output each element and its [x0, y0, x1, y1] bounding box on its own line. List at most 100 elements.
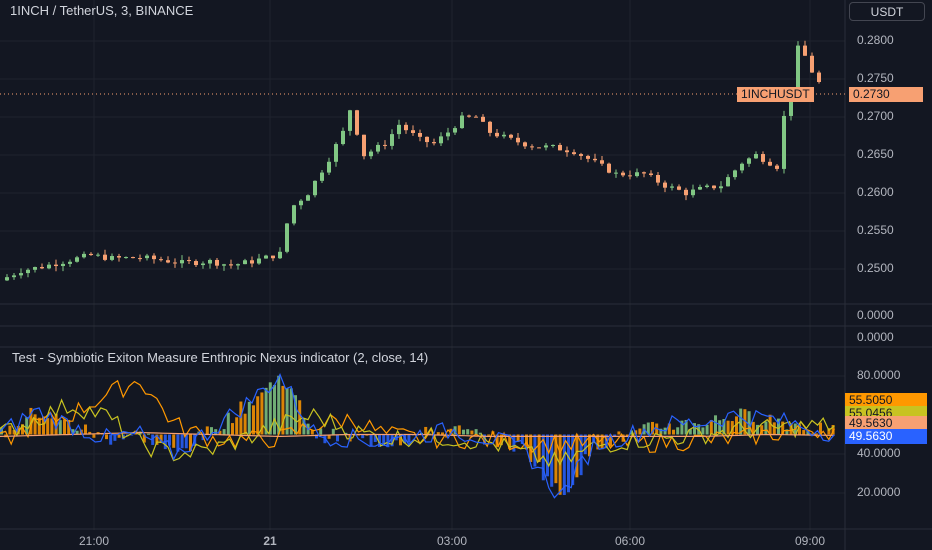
candle-body: [222, 264, 226, 266]
candle-body: [299, 200, 303, 206]
histogram-bar: [58, 420, 62, 435]
histogram-bar: [0, 427, 3, 435]
candle-body: [166, 260, 170, 263]
histogram-bar: [180, 434, 184, 449]
histogram-bar: [617, 431, 621, 435]
histogram-bar: [205, 426, 209, 435]
histogram-bar: [109, 434, 113, 445]
candle-body: [796, 45, 800, 89]
histogram-bar: [424, 426, 428, 435]
histogram-bar: [399, 434, 402, 446]
histogram-bar: [298, 400, 302, 435]
histogram-bar: [747, 411, 751, 435]
histogram-bar: [453, 426, 457, 435]
candle-body: [285, 223, 289, 252]
histogram-bar: [386, 434, 390, 448]
candle-body: [208, 259, 212, 264]
candle-body: [775, 165, 779, 169]
candle-body: [341, 130, 345, 145]
indicator-value-tag-salmon: 49.5630: [845, 416, 927, 431]
candle-body: [369, 151, 373, 157]
candle-body: [768, 161, 772, 166]
histogram-bar: [554, 434, 558, 484]
histogram-bar: [336, 434, 339, 442]
histogram-bar: [88, 431, 92, 435]
histogram-bar: [289, 388, 293, 435]
histogram-bar: [184, 434, 188, 449]
price-axis-label: 0.2500: [857, 261, 894, 275]
histogram-bar: [831, 425, 835, 435]
histogram-bar: [155, 434, 159, 445]
indicator-value-tag-orange: 55.5050: [845, 393, 927, 408]
histogram-bar: [117, 434, 121, 438]
currency-button[interactable]: USDT: [849, 2, 925, 21]
histogram-bar: [159, 434, 163, 443]
candle-body: [404, 124, 408, 131]
candle-body: [754, 154, 758, 159]
histogram-bar: [33, 414, 37, 435]
histogram-bar: [42, 416, 45, 435]
candle-body: [712, 185, 716, 189]
candle-body: [292, 205, 296, 224]
histogram-bar: [777, 418, 780, 435]
candle-body: [376, 144, 380, 152]
candle-body: [677, 186, 681, 190]
price-axis-label: 0.2550: [857, 223, 894, 237]
candle-body: [124, 257, 128, 259]
candle-body: [103, 254, 107, 260]
histogram-bar: [147, 433, 150, 435]
histogram-bar: [680, 420, 684, 435]
histogram-bar: [819, 422, 822, 435]
histogram-bar: [315, 434, 318, 439]
price-axis-label: 0.2650: [857, 147, 894, 161]
histogram-bar: [25, 417, 29, 435]
candle-body: [334, 144, 338, 162]
histogram-bar: [361, 434, 365, 439]
histogram-bar: [331, 428, 335, 435]
candle-body: [432, 142, 436, 144]
candle-body: [453, 128, 457, 133]
histogram-bar: [113, 434, 117, 441]
candle-body: [411, 130, 415, 133]
histogram-bar: [75, 430, 79, 435]
histogram-bar: [676, 427, 680, 435]
indicator-axis-label: 40.0000: [857, 446, 901, 460]
indicator-title[interactable]: Test - Symbiotic Exiton Measure Enthropi…: [12, 350, 429, 365]
histogram-bar: [294, 395, 297, 435]
candle-body: [460, 115, 464, 129]
candle-body: [558, 144, 562, 151]
candle-body: [663, 182, 667, 188]
histogram-bar: [579, 434, 583, 476]
candle-body: [12, 275, 16, 278]
histogram-bar: [403, 434, 407, 444]
symbol-title[interactable]: 1INCH / TetherUS, 3, BINANCE: [10, 3, 194, 18]
candle-body: [201, 263, 205, 266]
candle-body: [110, 256, 114, 260]
histogram-bar: [235, 417, 239, 435]
histogram-bar: [390, 434, 394, 447]
histogram-bar: [264, 387, 268, 435]
histogram-bar: [600, 434, 604, 450]
histogram-bar: [546, 434, 549, 477]
candle-body: [348, 110, 352, 131]
candle-body: [579, 154, 583, 156]
indicator-series-line: [0, 398, 835, 468]
histogram-bar: [281, 385, 285, 435]
candle-body: [327, 161, 331, 173]
candle-body: [719, 186, 723, 189]
price-axis-label: 0.2600: [857, 185, 894, 199]
histogram-bar: [382, 434, 386, 446]
candle-body: [698, 186, 702, 190]
candle-body: [355, 110, 359, 135]
histogram-bar: [705, 424, 709, 435]
histogram-bar: [8, 425, 12, 435]
candle-body: [523, 142, 527, 147]
candle-body: [789, 88, 793, 116]
candle-body: [600, 160, 604, 164]
candle-body: [628, 175, 632, 177]
histogram-bar: [462, 429, 465, 435]
candle-body: [278, 251, 282, 259]
candle-body: [495, 132, 499, 137]
histogram-bar: [495, 434, 499, 448]
